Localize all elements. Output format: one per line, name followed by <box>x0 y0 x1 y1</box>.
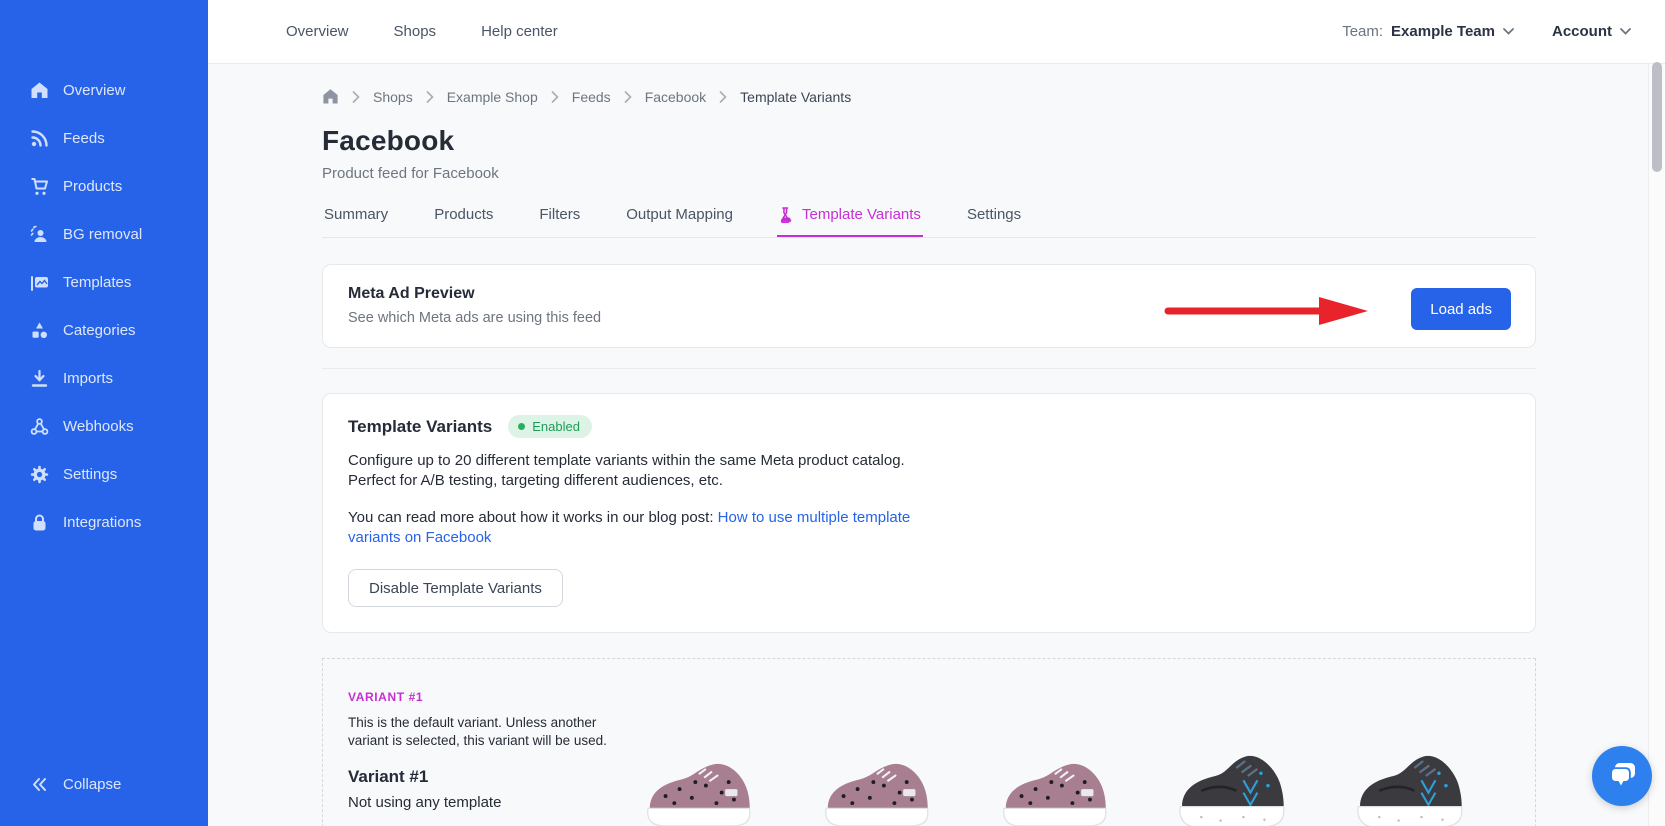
sidebar-item-settings[interactable]: Settings <box>0 450 208 498</box>
template-variants-description: Configure up to 20 different template va… <box>348 452 905 489</box>
meta-ad-preview-card: Meta Ad Preview See which Meta ads are u… <box>322 264 1536 348</box>
variant-name: Variant #1 <box>348 767 429 786</box>
team-menu[interactable]: Team: Example Team <box>1342 23 1514 40</box>
main-content: Shops Example Shop Feeds Facebook Templa… <box>208 64 1665 826</box>
sidebar-item-integrations[interactable]: Integrations <box>0 498 208 546</box>
flask-icon <box>780 206 792 223</box>
team-prefix-label: Team: <box>1342 23 1384 40</box>
sidebar-item-label: Overview <box>63 81 126 99</box>
blog-post-link[interactable]: How to use multiple template variants on… <box>348 509 911 546</box>
sidebar-item-label: BG removal <box>63 225 143 243</box>
image-stack-icon <box>31 275 48 291</box>
portrait-sparkle-icon <box>30 225 47 242</box>
variant-1-card: VARIANT #1 This is the default variant. … <box>322 658 1536 826</box>
scrollbar-track[interactable] <box>1648 62 1665 826</box>
enabled-badge: Enabled <box>508 415 592 438</box>
chevron-right-icon <box>551 90 559 103</box>
breadcrumb-current: Template Variants <box>740 88 852 105</box>
meta-ad-preview-subtitle: See which Meta ads are using this feed <box>348 310 602 326</box>
topnav-help-center[interactable]: Help center <box>481 23 558 40</box>
product-image-row <box>641 747 1467 826</box>
sidebar-item-overview[interactable]: Overview <box>0 66 208 114</box>
template-variants-card: Template Variants Enabled Configure up t… <box>322 393 1536 633</box>
sidebar-item-categories[interactable]: Categories <box>0 306 208 354</box>
sidebar-item-label: Imports <box>63 369 114 387</box>
breadcrumb-shops[interactable]: Shops <box>373 88 413 105</box>
enabled-badge-label: Enabled <box>532 419 580 434</box>
webhook-icon <box>30 417 49 435</box>
load-ads-button[interactable]: Load ads <box>1411 288 1511 330</box>
chat-launcher-button[interactable] <box>1592 746 1652 806</box>
chat-bubbles-icon <box>1610 763 1635 786</box>
sidebar-item-bg-removal[interactable]: BG removal <box>0 210 208 258</box>
tab-products[interactable]: Products <box>434 206 494 223</box>
lock-icon <box>33 514 46 530</box>
section-divider <box>322 368 1536 369</box>
tab-template-variants[interactable]: Template Variants <box>777 206 923 237</box>
scrollbar-thumb[interactable] <box>1652 62 1662 172</box>
breadcrumb-feeds[interactable]: Feeds <box>571 88 611 105</box>
home-icon <box>31 82 48 98</box>
sidebar-item-label: Feeds <box>63 129 105 147</box>
chevron-right-icon <box>426 90 434 103</box>
sidebar-item-label: Settings <box>63 465 118 483</box>
cart-icon <box>31 177 48 195</box>
template-variants-blog-note: You can read more about how it works in … <box>348 509 911 546</box>
home-icon[interactable] <box>322 88 339 105</box>
breadcrumb-facebook[interactable]: Facebook <box>644 88 707 105</box>
sidebar-item-label: Webhooks <box>63 417 134 435</box>
product-image-sneaker <box>1353 747 1467 826</box>
sidebar-collapse-button[interactable]: Collapse <box>0 760 208 808</box>
sidebar-item-label: Integrations <box>63 513 142 531</box>
sidebar-item-label: Templates <box>63 273 132 291</box>
template-variants-title: Template Variants <box>348 416 493 436</box>
sidebar-item-imports[interactable]: Imports <box>0 354 208 402</box>
shapes-icon <box>32 322 47 338</box>
sidebar-item-templates[interactable]: Templates <box>0 258 208 306</box>
topnav-overview[interactable]: Overview <box>286 23 349 40</box>
sidebar-item-feeds[interactable]: Feeds <box>0 114 208 162</box>
account-menu[interactable]: Account <box>1552 23 1631 40</box>
tab-settings[interactable]: Settings <box>966 206 1022 223</box>
chevron-right-icon <box>719 90 727 103</box>
gear-icon <box>30 465 49 483</box>
sidebar-item-products[interactable]: Products <box>0 162 208 210</box>
top-bar: Overview Shops Help center Team: Example… <box>208 0 1665 64</box>
team-name: Example Team <box>1391 23 1495 40</box>
chevron-right-icon <box>624 90 632 103</box>
rss-icon <box>31 129 48 147</box>
chevron-right-icon <box>352 90 360 103</box>
tab-output-mapping[interactable]: Output Mapping <box>626 206 733 223</box>
account-label: Account <box>1552 23 1612 40</box>
download-icon <box>31 369 48 387</box>
variant-template-status: Not using any template <box>348 794 502 811</box>
sidebar-collapse-label: Collapse <box>63 775 122 793</box>
collapse-chevrons-icon <box>33 777 46 791</box>
tab-filters[interactable]: Filters <box>539 206 581 223</box>
breadcrumb-example-shop[interactable]: Example Shop <box>446 88 538 105</box>
page-title: Facebook <box>322 125 455 156</box>
variant-label: VARIANT #1 <box>348 690 424 704</box>
tab-summary[interactable]: Summary <box>324 206 389 223</box>
topnav-shops[interactable]: Shops <box>393 23 437 40</box>
chevron-down-icon <box>1503 28 1514 35</box>
product-image-sneaker <box>819 747 933 826</box>
chevron-down-icon <box>1620 28 1631 35</box>
sidebar-item-label: Categories <box>63 321 136 339</box>
product-image-sneaker <box>1175 747 1289 826</box>
page-subtitle: Product feed for Facebook <box>322 165 499 182</box>
sidebar-item-label: Products <box>63 177 123 195</box>
sidebar-item-webhooks[interactable]: Webhooks <box>0 402 208 450</box>
tab-bar: Summary Products Filters Output Mapping … <box>322 206 1536 238</box>
variant-description: This is the default variant. Unless anot… <box>348 715 607 748</box>
sidebar: Overview Feeds Products BG removal Templ… <box>0 0 208 826</box>
product-image-sneaker <box>997 747 1111 826</box>
status-dot <box>518 423 526 430</box>
meta-ad-preview-title: Meta Ad Preview <box>348 285 475 302</box>
breadcrumb: Shops Example Shop Feeds Facebook Templa… <box>322 64 1536 105</box>
product-image-sneaker <box>641 747 755 826</box>
disable-template-variants-button[interactable]: Disable Template Variants <box>348 569 563 607</box>
